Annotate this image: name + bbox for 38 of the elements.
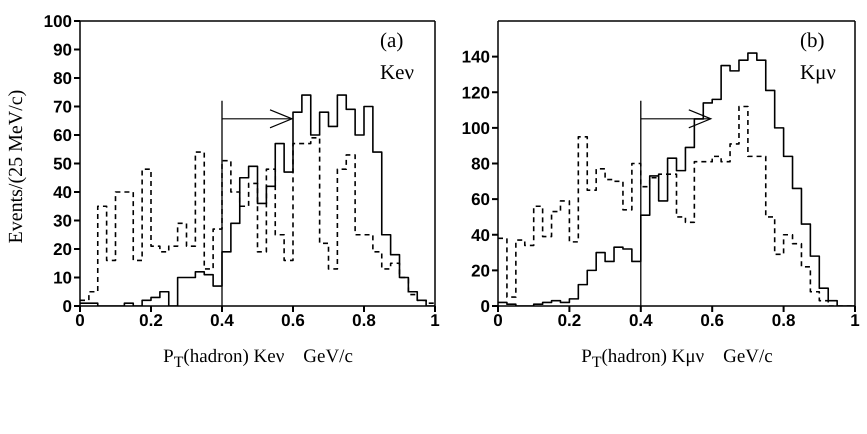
x-tick-label: 0 [75, 311, 85, 330]
y-tick-label: 60 [53, 126, 72, 146]
y-tick-label: 40 [471, 226, 490, 245]
y-tick-label: 70 [53, 98, 72, 117]
x-axis-title: P$_{T}$(hadron) Kμν GeV/c [580, 346, 774, 372]
x-tick-label: 0.8 [772, 311, 796, 330]
x-tick-label: 0.4 [628, 311, 654, 330]
annotation: Keν [380, 60, 414, 85]
x-tick-label: 1 [430, 311, 440, 330]
y-tick-label: 60 [471, 190, 490, 210]
y-tick-label: 50 [53, 154, 72, 174]
x-axis-title: P$_{T}$(hadron) Keν GeV/c [162, 346, 354, 372]
y-tick-label: 100 [462, 118, 490, 138]
x-tick-label: 0.6 [700, 311, 724, 330]
annotation: Kμν [800, 60, 836, 85]
y-tick-label: 80 [53, 69, 72, 88]
x-tick-label: 1 [850, 311, 860, 330]
y-tick-label: 0 [480, 297, 490, 316]
y-tick-label: 80 [471, 154, 490, 174]
y-tick-label: 10 [53, 268, 72, 288]
x-tick-label: 0.2 [558, 311, 582, 330]
x-tick-label: 0.2 [139, 311, 163, 330]
annotation: (b) [800, 28, 824, 53]
y-tick-label: 0 [62, 297, 72, 316]
y-tick-label: 100 [44, 12, 72, 32]
y-tick-label: 90 [53, 40, 72, 60]
y-tick-label: 20 [53, 240, 72, 260]
annotation: (a) [380, 28, 404, 53]
y-axis-title: Events/(25 MeV/c) [5, 90, 28, 244]
x-tick-label: 0 [493, 311, 503, 330]
x-tick-label: 0.4 [210, 311, 234, 330]
x-tick-label: 0.6 [281, 311, 305, 330]
y-tick-label: 40 [53, 183, 72, 202]
y-tick-label: 30 [53, 212, 72, 231]
y-tick-label: 140 [462, 48, 490, 67]
y-tick-label: 20 [471, 261, 490, 280]
y-tick-label: 120 [462, 83, 490, 102]
x-tick-label: 0.8 [352, 311, 376, 330]
